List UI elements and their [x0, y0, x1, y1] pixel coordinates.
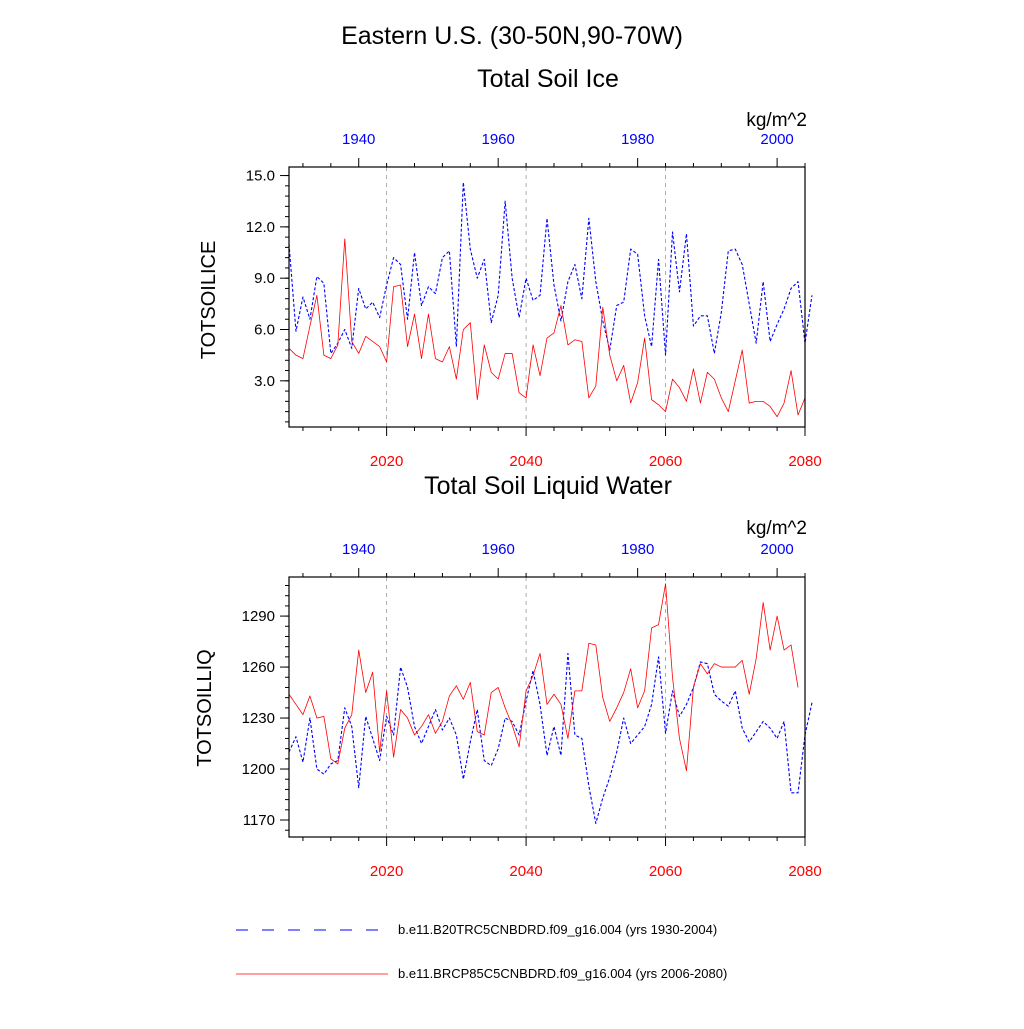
top-axis-tick-label: 1980 [621, 541, 654, 558]
panel-title: Total Soil Ice [477, 65, 619, 93]
legend-label-future: b.e11.BRCP85C5CNBDRD.f09_g16.004 (yrs 20… [398, 966, 727, 981]
y-tick-label: 3.0 [254, 373, 275, 390]
units-label: kg/m^2 [746, 518, 807, 539]
top-axis-tick-label: 1980 [621, 131, 654, 148]
y-axis-label: TOTSOILICE [198, 241, 220, 360]
top-axis-tick-label: 2000 [760, 541, 793, 558]
series-line-historical [288, 181, 813, 356]
bottom-axis-tick-label: 2080 [788, 453, 821, 470]
top-axis-tick-label: 1940 [342, 131, 375, 148]
y-tick-label: 15.0 [246, 168, 275, 185]
top-axis-tick-label: 2000 [760, 131, 793, 148]
series-line-future [288, 583, 799, 772]
y-tick-label: 9.0 [254, 270, 275, 287]
plot-frame [288, 166, 806, 428]
legend: b.e11.B20TRC5CNBDRD.f09_g16.004 (yrs 193… [236, 922, 727, 981]
bottom-axis-tick-label: 2060 [649, 863, 682, 880]
legend-label-historical: b.e11.B20TRC5CNBDRD.f09_g16.004 (yrs 193… [398, 922, 717, 937]
y-tick-label: 1260 [242, 659, 275, 676]
y-tick-label: 1170 [243, 812, 275, 829]
series-line-historical [288, 652, 813, 824]
top-axis-tick-label: 1960 [482, 131, 515, 148]
y-tick-label: 1200 [242, 761, 275, 778]
bottom-axis-tick-label: 2020 [370, 453, 403, 470]
panel-title: Total Soil Liquid Water [424, 472, 672, 500]
y-tick-label: 6.0 [254, 322, 275, 339]
y-tick-label: 1290 [242, 608, 275, 625]
page-title: Eastern U.S. (30-50N,90-70W) [341, 22, 683, 50]
units-label: kg/m^2 [746, 110, 807, 131]
series-line-future [288, 238, 806, 418]
y-tick-label: 12.0 [246, 219, 275, 236]
bottom-axis-tick-label: 2060 [649, 453, 682, 470]
bottom-axis-tick-label: 2040 [509, 863, 542, 880]
top-axis-tick-label: 1960 [482, 541, 515, 558]
y-tick-label: 1230 [242, 710, 275, 727]
y-axis-label: TOTSOILLIQ [194, 649, 216, 766]
plot-frame [288, 576, 806, 838]
bottom-axis-tick-label: 2040 [509, 453, 542, 470]
bottom-axis-tick-label: 2080 [788, 863, 821, 880]
panel-soil-liquid: Total Soil Liquid Water kg/m^2 TOTSOILLI… [194, 472, 822, 880]
panel-soil-ice: Total Soil Ice kg/m^2 TOTSOILICE 3.0 6.0 9… [198, 65, 822, 470]
bottom-axis-tick-label: 2020 [370, 863, 403, 880]
top-axis-tick-label: 1940 [342, 541, 375, 558]
